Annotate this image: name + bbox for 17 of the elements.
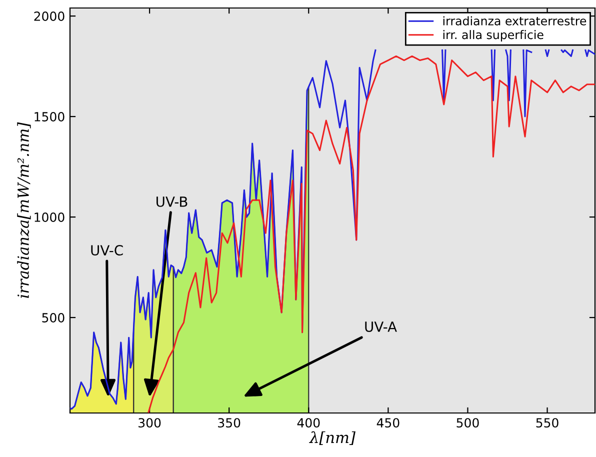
legend-label: irradianza extraterrestre bbox=[443, 16, 586, 26]
x-tick-label: 450 bbox=[376, 418, 400, 428]
y-tick-label: 2000 bbox=[34, 12, 64, 21]
x-tick-label: 500 bbox=[456, 418, 479, 428]
annotation: UV-B bbox=[156, 196, 188, 207]
y-tick-label: 1500 bbox=[34, 112, 64, 122]
y-tick-label: 500 bbox=[42, 313, 64, 322]
x-axis-title: λ[nm] bbox=[309, 431, 356, 445]
y-axis-title: irradianza[mW/m².nm] bbox=[17, 122, 31, 298]
x-tick-label: 400 bbox=[297, 418, 320, 428]
legend-label: irr. alla superficie bbox=[443, 30, 544, 42]
annotation: UV-C bbox=[91, 245, 123, 256]
x-tick-label: 550 bbox=[536, 418, 558, 428]
x-tick-label: 300 bbox=[138, 418, 161, 428]
annotation: UV-A bbox=[365, 322, 397, 332]
x-tick-label: 350 bbox=[218, 418, 240, 428]
y-tick-label: 1000 bbox=[34, 212, 64, 222]
